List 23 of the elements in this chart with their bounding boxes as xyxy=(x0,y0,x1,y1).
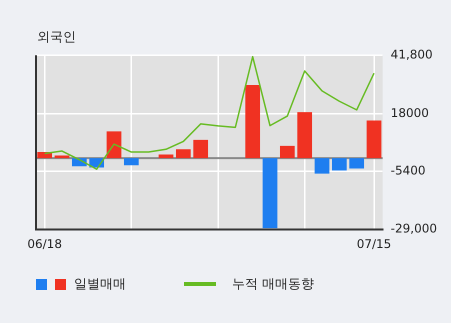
y-tick-label: 41,800 xyxy=(390,47,433,62)
bar xyxy=(349,158,364,169)
bar xyxy=(158,154,174,158)
bar xyxy=(176,149,191,158)
x-tick-label: 07/15 xyxy=(356,236,392,251)
chart-title: 외국인 xyxy=(37,29,76,46)
y-tick-label: 18000 xyxy=(390,106,429,120)
bar xyxy=(245,85,260,158)
bar xyxy=(124,158,139,166)
y-tick-label: -5400 xyxy=(390,164,426,178)
x-tick-label: 06/18 xyxy=(27,236,62,251)
y-tick-label: -29,000 xyxy=(390,222,438,236)
legend-label: 일별매매 xyxy=(74,276,126,293)
bar xyxy=(280,146,295,158)
bar xyxy=(314,158,330,174)
bar xyxy=(54,155,70,158)
bar xyxy=(193,140,208,158)
bar xyxy=(366,120,382,158)
legend-label: 누적 매매동향 xyxy=(232,276,314,293)
bar xyxy=(297,112,312,158)
bar xyxy=(106,131,122,158)
bar xyxy=(332,158,347,170)
bar xyxy=(262,158,278,228)
